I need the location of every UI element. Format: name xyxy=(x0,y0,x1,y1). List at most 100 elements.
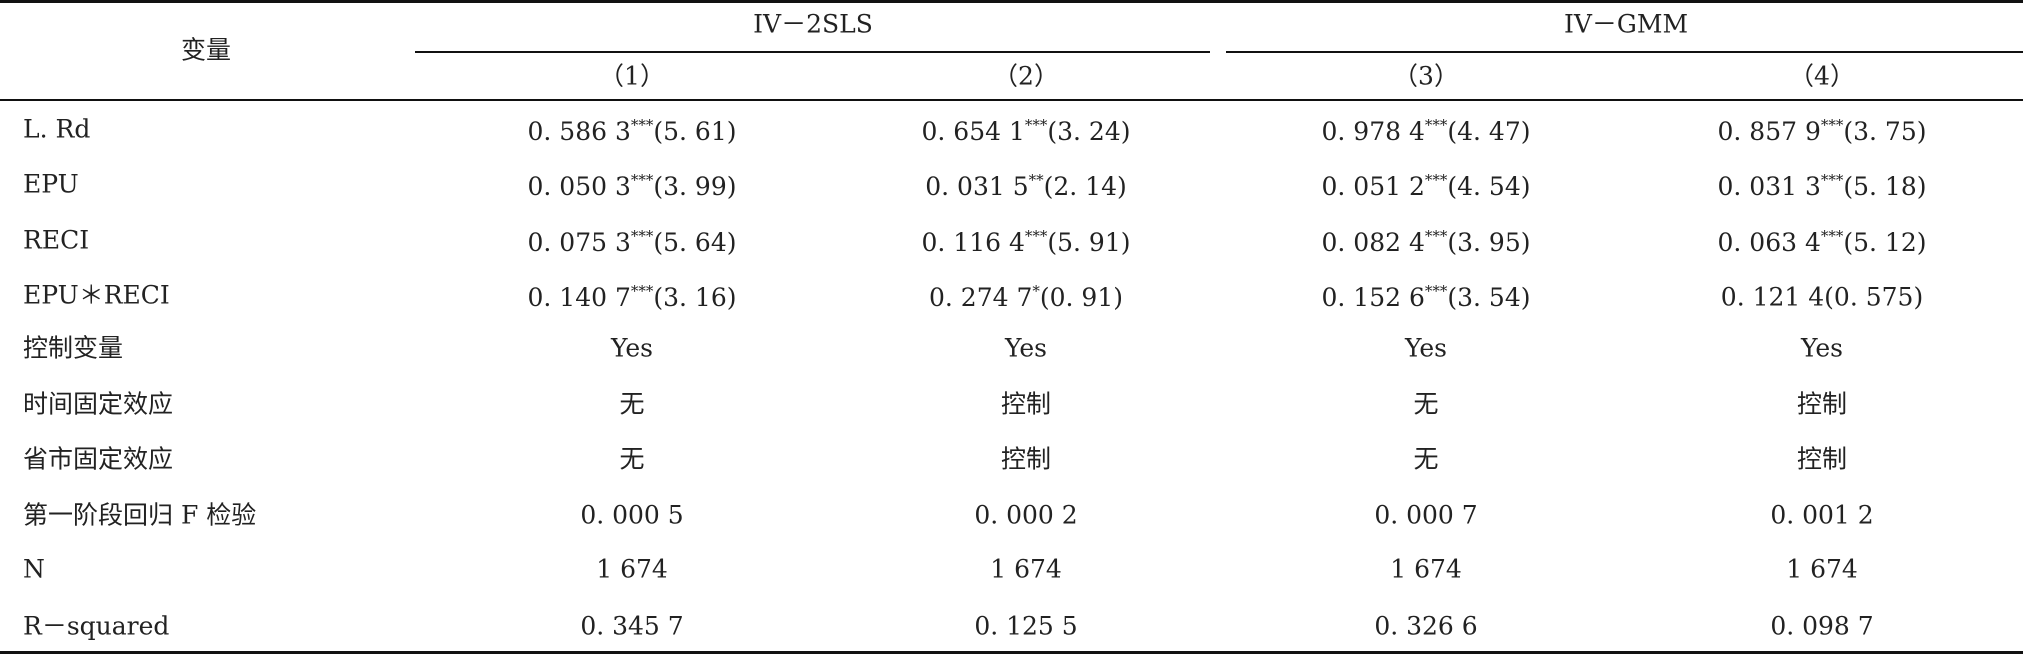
t-value: (5. 12) xyxy=(1843,228,1927,257)
group-rule xyxy=(415,51,1210,53)
cell: Yes xyxy=(1405,333,1447,363)
t-value: (3. 75) xyxy=(1843,117,1927,146)
cell: Yes xyxy=(1801,333,1843,363)
cell: 1 674 xyxy=(596,554,668,584)
significance: *** xyxy=(630,116,654,134)
cell: 控制 xyxy=(1000,389,1052,419)
coefficient: 0. 063 4 xyxy=(1717,228,1821,257)
coefficient: 0. 082 4 xyxy=(1321,228,1425,257)
row-label: N xyxy=(23,554,45,584)
t-value: (3. 24) xyxy=(1047,117,1131,146)
cell: Yes xyxy=(1005,333,1047,363)
cell: 1 674 xyxy=(990,554,1062,584)
cell: 0. 140 7***(3. 16) xyxy=(527,282,737,312)
significance: *** xyxy=(630,227,654,245)
cell: 0. 152 6***(3. 54) xyxy=(1321,282,1531,312)
cell: 无 xyxy=(619,444,645,474)
row-label: 时间固定效应 xyxy=(23,389,174,419)
coefficient: 0. 586 3 xyxy=(527,117,631,146)
t-value: (0. 91) xyxy=(1039,283,1123,312)
cell: 0. 031 3***(5. 18) xyxy=(1717,171,1927,201)
row-label: 第一阶段回归 F 检验 xyxy=(23,500,257,530)
t-value: (3. 54) xyxy=(1447,283,1531,312)
significance: *** xyxy=(1424,282,1448,300)
significance: * xyxy=(1032,282,1040,300)
row-label: L. Rd xyxy=(23,114,91,144)
header-rule xyxy=(0,99,2023,101)
cell: 0. 586 3***(5. 61) xyxy=(527,116,737,146)
row-label: 省市固定效应 xyxy=(23,444,174,474)
header-cell: 变量 xyxy=(180,35,232,65)
coefficient: 0. 274 7 xyxy=(929,283,1033,312)
t-value: (3. 95) xyxy=(1447,228,1531,257)
cell: 0. 075 3***(5. 64) xyxy=(528,227,737,257)
row-label: RECI xyxy=(23,225,90,255)
cell: 无 xyxy=(619,389,645,419)
cell: 0. 978 4***(4. 47) xyxy=(1322,116,1531,146)
column-header: （3） xyxy=(1393,61,1459,91)
top-rule xyxy=(0,0,2023,3)
bottom-rule xyxy=(0,651,2023,654)
row-label: R－squared xyxy=(23,611,170,641)
coefficient: 0. 051 2 xyxy=(1321,172,1425,201)
cell: 0. 857 9***(3. 75) xyxy=(1717,117,1927,146)
row-label: EPU xyxy=(23,169,79,199)
significance: *** xyxy=(1820,171,1844,189)
significance: *** xyxy=(630,171,654,189)
cell: 0. 051 2***(4. 54) xyxy=(1321,171,1531,201)
cell: 控制 xyxy=(1796,389,1848,419)
group-rule xyxy=(1226,51,2023,53)
cell: 0. 654 1***(3. 24) xyxy=(921,117,1131,146)
cell: 1 674 xyxy=(1786,554,1858,584)
coefficient: 0. 116 4 xyxy=(921,228,1025,257)
significance: *** xyxy=(1024,227,1048,245)
t-value: (5. 91) xyxy=(1047,228,1131,257)
coefficient: 0. 140 7 xyxy=(527,283,631,312)
cell: 0. 000 7 xyxy=(1374,500,1478,530)
cell: 0. 345 7 xyxy=(580,611,684,641)
significance: *** xyxy=(1424,116,1448,134)
t-value: (5. 64) xyxy=(653,228,737,257)
t-value: (5. 18) xyxy=(1843,172,1927,201)
cell: 0. 125 5 xyxy=(974,611,1078,641)
t-value: (3. 99) xyxy=(653,172,737,201)
cell: 0. 000 2 xyxy=(974,500,1078,530)
cell: 0. 001 2 xyxy=(1770,500,1874,530)
cell: 0. 031 5**(2. 14) xyxy=(925,172,1127,201)
column-header: （2） xyxy=(993,61,1059,91)
cell: 0. 326 6 xyxy=(1374,611,1478,641)
cell: 控制 xyxy=(1000,444,1052,474)
cell: 0. 000 5 xyxy=(580,500,684,530)
coefficient: 0. 121 4 xyxy=(1720,282,1825,312)
coefficient: 0. 152 6 xyxy=(1321,283,1425,312)
coefficient: 0. 031 3 xyxy=(1717,172,1821,201)
significance: *** xyxy=(1424,171,1448,189)
cell: 1 674 xyxy=(1390,554,1462,584)
cell: 无 xyxy=(1413,444,1439,474)
coefficient: 0. 654 1 xyxy=(921,117,1025,146)
column-header: （1） xyxy=(599,61,665,91)
t-value: (0. 575) xyxy=(1824,282,1924,312)
row-label: EPU＊RECI xyxy=(23,280,170,310)
cell: 0. 050 3***(3. 99) xyxy=(528,171,737,201)
cell: 无 xyxy=(1413,389,1439,419)
cell: 0. 063 4***(5. 12) xyxy=(1717,227,1927,257)
significance: *** xyxy=(1820,227,1844,245)
cell: 控制 xyxy=(1796,444,1848,474)
significance: *** xyxy=(630,282,654,300)
cell: 0. 082 4***(3. 95) xyxy=(1321,227,1531,257)
cell: 0. 121 4(0. 575) xyxy=(1721,285,1923,310)
t-value: (4. 54) xyxy=(1447,172,1531,201)
coefficient: 0. 857 9 xyxy=(1717,117,1821,146)
row-label: 控制变量 xyxy=(23,333,124,363)
cell: 0. 098 7 xyxy=(1770,611,1874,641)
group-header: IV－2SLS xyxy=(753,9,873,39)
group-header: IV－GMM xyxy=(1563,9,1689,39)
significance: *** xyxy=(1424,227,1448,245)
cell: 0. 116 4***(5. 91) xyxy=(921,227,1131,257)
t-value: (2. 14) xyxy=(1043,172,1127,201)
t-value: (3. 16) xyxy=(653,283,737,312)
column-header: （4） xyxy=(1789,61,1855,91)
t-value: (4. 47) xyxy=(1447,117,1531,146)
